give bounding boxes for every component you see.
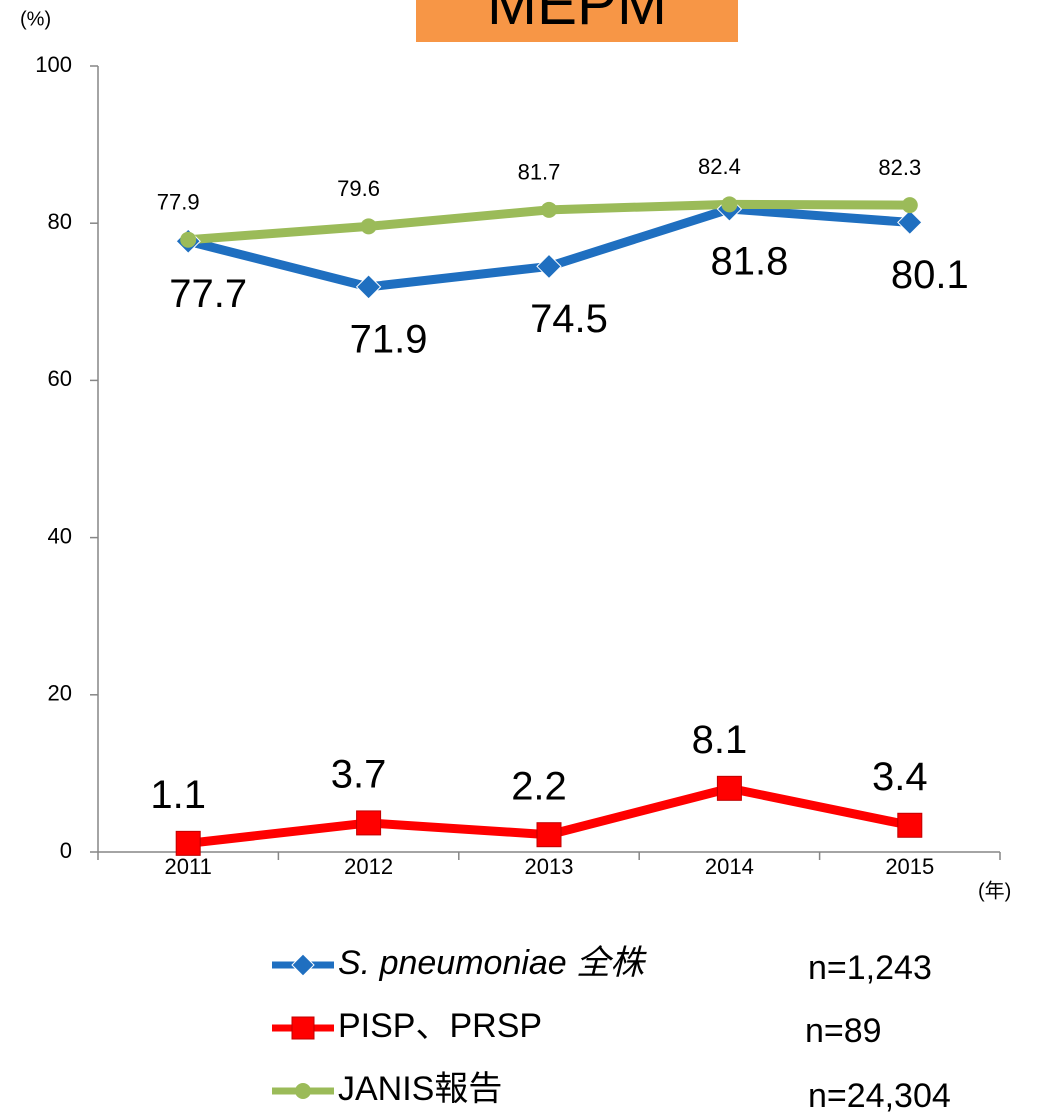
- title-box: [416, 0, 738, 42]
- data-label: 81.7: [518, 160, 561, 185]
- y-tick-label: 20: [48, 681, 72, 706]
- legend-label: JANIS報告: [338, 1070, 502, 1108]
- point: [295, 1083, 311, 1099]
- data-label: 82.3: [878, 155, 921, 180]
- point: [291, 1016, 315, 1040]
- legend-n: n=89: [805, 1012, 882, 1050]
- point: [716, 775, 742, 801]
- point: [536, 253, 562, 280]
- data-label: 2.2: [511, 764, 567, 808]
- data-label: 71.9: [350, 317, 428, 361]
- point: [897, 209, 923, 236]
- y-unit: (%): [20, 8, 51, 30]
- y-tick-label: 100: [35, 52, 72, 77]
- y-tick-label: 0: [60, 838, 72, 863]
- point: [536, 822, 562, 848]
- data-label: 82.4: [698, 154, 741, 179]
- point: [721, 196, 738, 213]
- y-tick-label: 40: [48, 523, 72, 548]
- x-unit: (年): [978, 879, 1011, 902]
- x-tick-label: 2015: [885, 854, 934, 879]
- data-label: 77.7: [169, 272, 247, 316]
- data-label: 3.4: [872, 755, 928, 799]
- y-tick-label: 80: [48, 209, 72, 234]
- point: [180, 231, 197, 248]
- point: [175, 830, 201, 856]
- x-tick-label: 2014: [705, 854, 754, 879]
- legend-n: n=1,243: [808, 949, 932, 987]
- point: [541, 201, 557, 218]
- data-label: 80.1: [891, 253, 969, 297]
- point: [291, 953, 315, 977]
- data-label: 81.8: [710, 240, 788, 284]
- data-label: 77.9: [157, 190, 200, 215]
- legend-label: PISP、PRSP: [338, 1007, 542, 1045]
- data-label: 79.6: [337, 176, 380, 201]
- data-label: 74.5: [530, 297, 608, 341]
- point: [360, 218, 377, 235]
- x-tick-label: 2013: [525, 854, 574, 879]
- chart-title: MEPM: [487, 0, 667, 37]
- point: [355, 274, 382, 300]
- x-tick-label: 2011: [165, 854, 212, 879]
- legend-label: S. pneumoniae 全株: [338, 944, 647, 982]
- point: [897, 812, 923, 838]
- point: [901, 197, 918, 214]
- legend-n: n=24,304: [808, 1077, 951, 1115]
- data-label: 8.1: [692, 718, 748, 762]
- x-tick-label: 2012: [344, 854, 393, 879]
- point: [356, 810, 382, 836]
- y-tick-label: 60: [48, 366, 72, 391]
- data-label: 3.7: [331, 752, 387, 796]
- data-label: 1.1: [150, 773, 206, 817]
